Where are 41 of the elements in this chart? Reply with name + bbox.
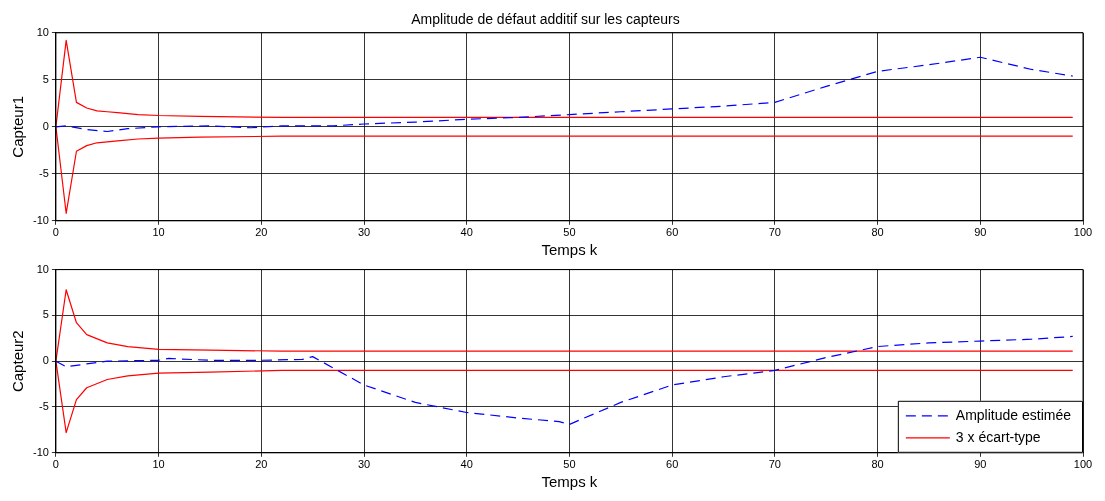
y-axis-title: Capteur1 (9, 95, 27, 158)
x-axis-title: Temps k (541, 473, 598, 491)
x-tick-label: 60 (666, 458, 679, 471)
x-tick-label: 80 (871, 226, 884, 239)
y-tick-label: 5 (42, 308, 49, 321)
x-axis-title: Temps k (541, 241, 598, 259)
x-tick-label: 40 (460, 226, 473, 239)
x-tick-label: 0 (52, 226, 59, 239)
y-tick-label: -5 (39, 166, 49, 179)
x-tick-label: 20 (255, 458, 268, 471)
x-tick-label: 30 (357, 226, 371, 239)
y-tick-label: -10 (32, 213, 49, 226)
x-tick-label: 50 (563, 226, 576, 239)
x-tick-label: 20 (255, 226, 268, 239)
x-tick-label: 70 (768, 226, 781, 239)
y-tick-label: 10 (36, 25, 49, 38)
x-tick-label: 30 (357, 458, 371, 471)
x-tick-label: 60 (666, 226, 679, 239)
legend-label: 3 x écart-type (955, 428, 1041, 445)
x-tick-label: 0 (52, 458, 59, 471)
x-tick-label: 90 (974, 458, 987, 471)
x-tick-label: 40 (460, 458, 473, 471)
y-axis-title: Capteur2 (9, 330, 27, 393)
x-tick-label: 10 (152, 226, 165, 239)
x-tick-label: 100 (1073, 226, 1093, 239)
y-tick-label: 5 (42, 72, 49, 85)
line-series (55, 56, 1074, 133)
x-tick-label: 50 (563, 458, 576, 471)
x-tick-label: 90 (974, 226, 987, 239)
x-tick-label: 80 (871, 458, 884, 471)
y-tick-label: 0 (42, 119, 49, 132)
line-series (55, 335, 1074, 425)
x-tick-label: 10 (152, 458, 165, 471)
y-tick-label: -5 (39, 400, 49, 413)
x-tick-label: 70 (768, 458, 781, 471)
y-tick-label: 10 (36, 262, 49, 275)
y-tick-label: -10 (32, 445, 49, 458)
legend-label: Amplitude estimée (955, 406, 1072, 423)
y-tick-label: 0 (42, 354, 49, 367)
chart-title: Amplitude de défaut additif sur les capteurs (411, 11, 680, 28)
x-tick-label: 100 (1073, 458, 1093, 471)
